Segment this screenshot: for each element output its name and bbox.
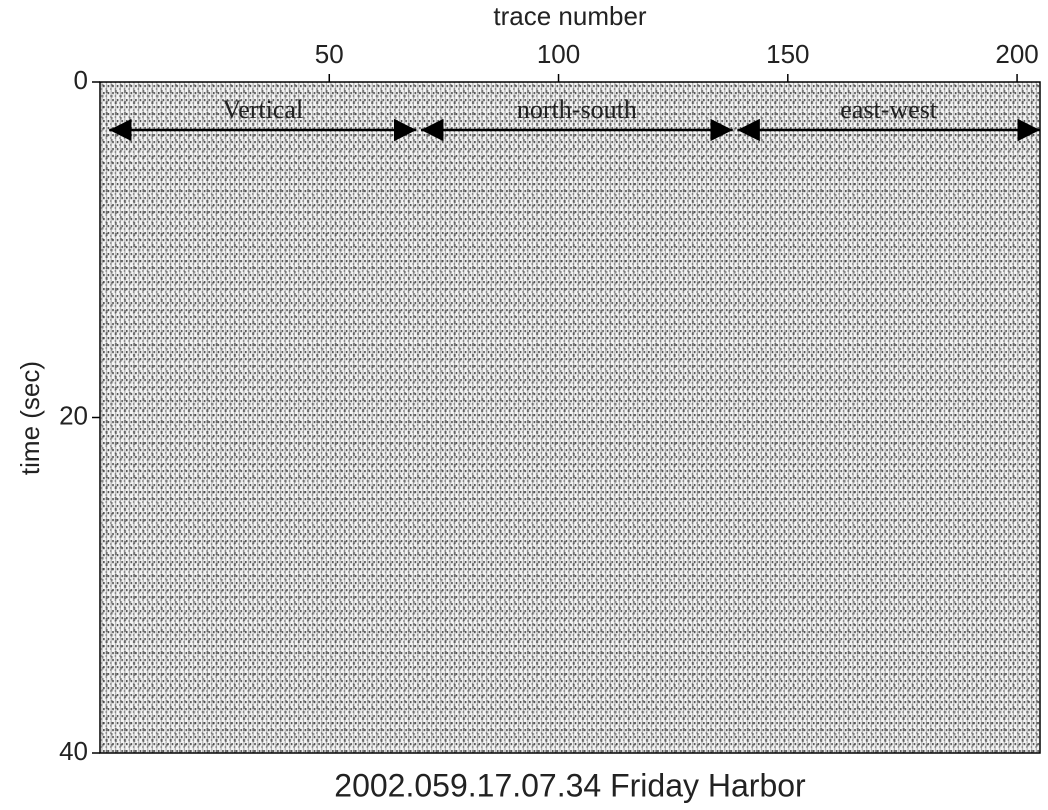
x-tick-label: 200 xyxy=(995,39,1038,69)
x-tick-label: 150 xyxy=(766,39,809,69)
annotation-label: north-south xyxy=(517,95,637,124)
y-tick-label: 20 xyxy=(59,400,88,430)
y-axis-label: time (sec) xyxy=(15,361,45,475)
annotation-label: east-west xyxy=(840,95,938,124)
x-tick-label: 50 xyxy=(315,39,344,69)
trace-texture xyxy=(100,82,1040,753)
y-tick-label: 0 xyxy=(74,65,88,95)
x-tick-label: 100 xyxy=(537,39,580,69)
x-axis-label: trace number xyxy=(493,1,647,31)
chart-title: 2002.059.17.07.34 Friday Harbor xyxy=(334,767,806,803)
annotation-label: Vertical xyxy=(222,95,303,124)
y-tick-label: 40 xyxy=(59,736,88,766)
